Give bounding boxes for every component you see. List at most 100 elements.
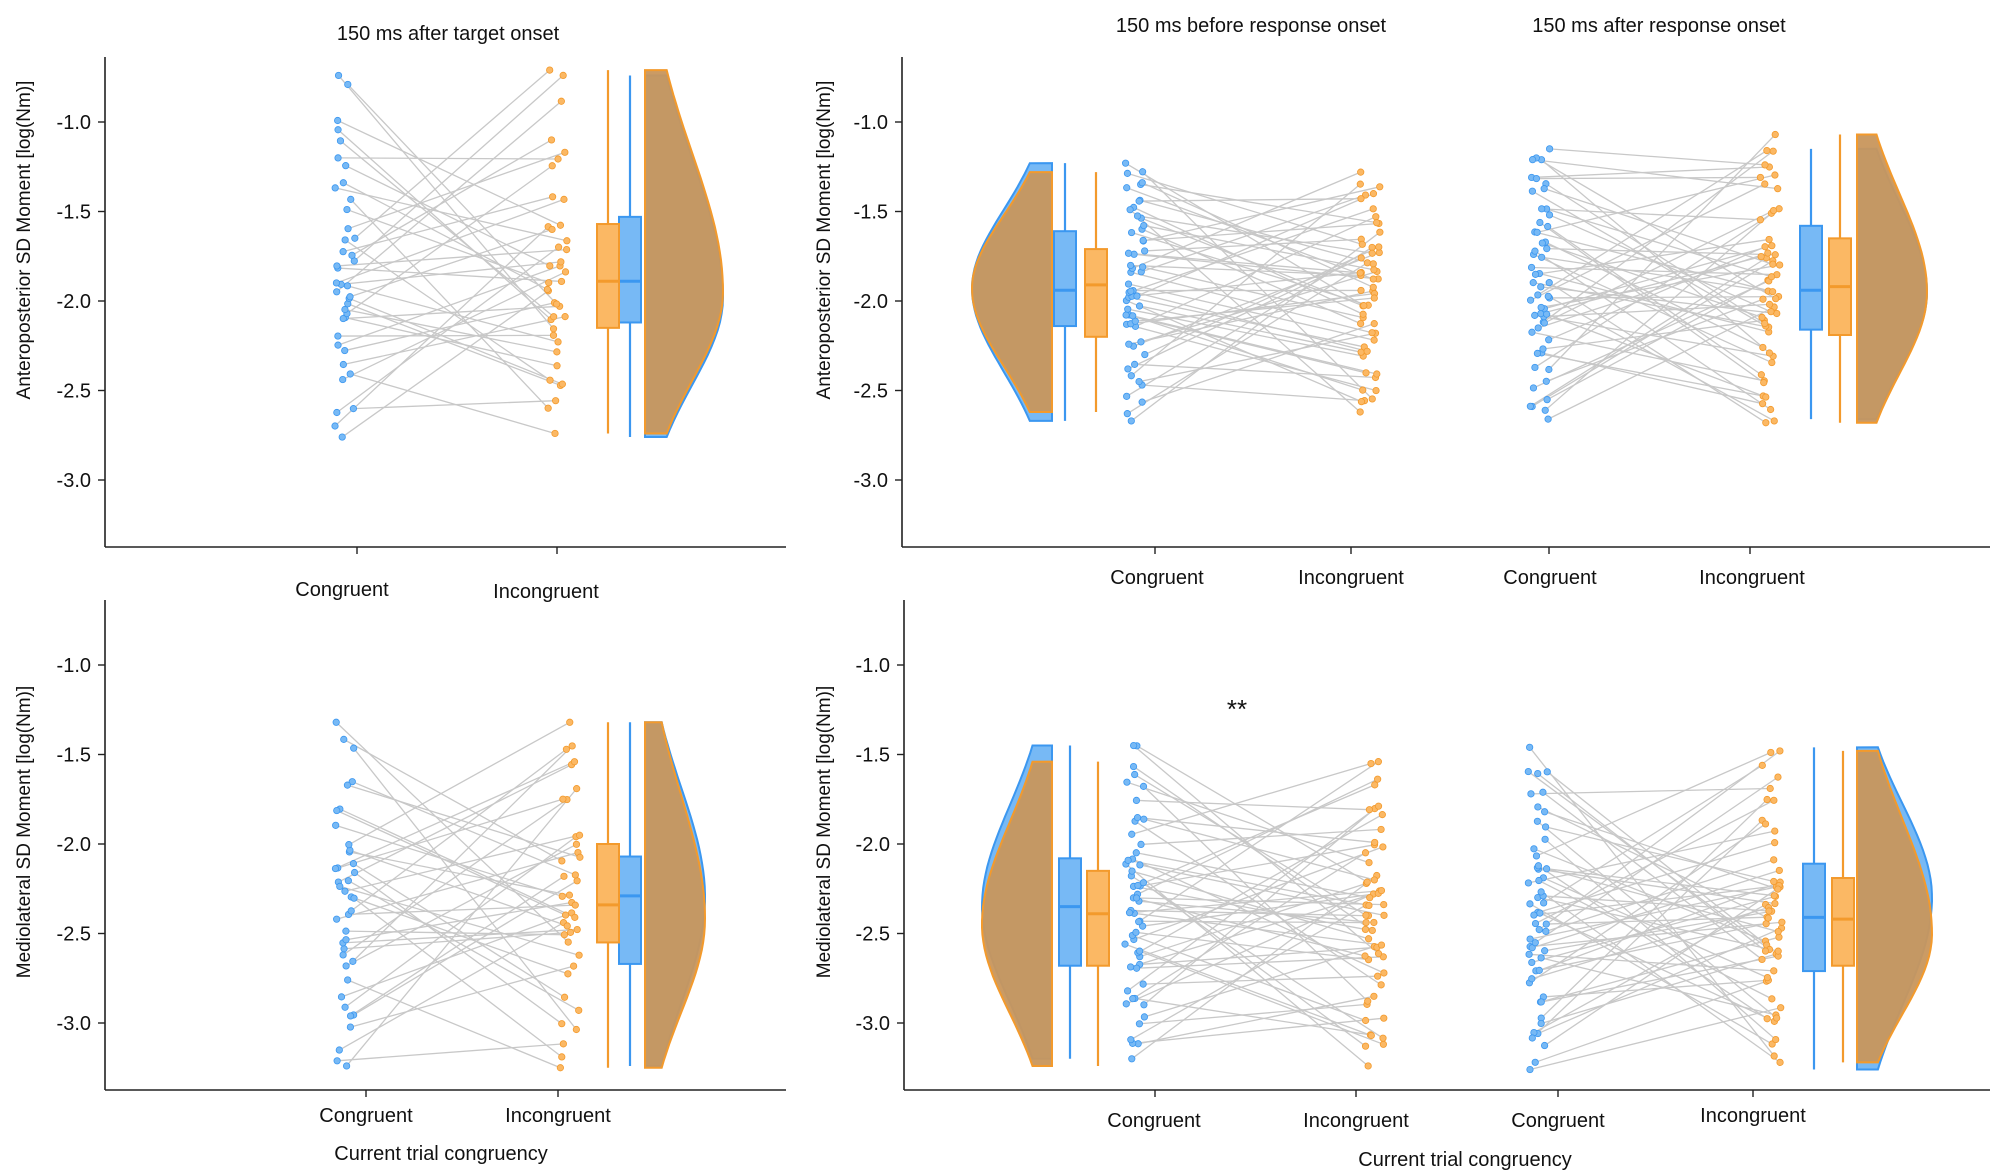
pair-line: [1534, 314, 1774, 357]
incongruent-point: [1756, 216, 1765, 224]
incongruent-point: [1765, 907, 1773, 915]
pair-line: [1132, 171, 1361, 269]
incongruent-point: [1768, 995, 1776, 1003]
pair-line: [1139, 199, 1374, 265]
congruent-point: [1542, 865, 1551, 873]
incongruent-point: [1378, 811, 1386, 819]
pair-line: [1536, 157, 1777, 300]
incongruent-point: [1772, 1035, 1780, 1044]
incongruent-point: [1369, 205, 1377, 213]
congruent-point: [341, 346, 349, 355]
pair-line: [345, 930, 565, 936]
incongruent-point: [564, 970, 572, 978]
incongruent-point: [1764, 914, 1772, 922]
congruent-point: [339, 179, 347, 187]
cat-label-incongruent-bottom-right-1: Incongruent: [1303, 1110, 1409, 1132]
pair-line: [1137, 814, 1383, 954]
pair-line: [1546, 247, 1776, 256]
pair-line: [1537, 773, 1766, 952]
congruent-point: [341, 236, 349, 244]
incongruent-point: [1761, 180, 1769, 188]
congruent-point: [1527, 790, 1535, 798]
congruent-point: [333, 915, 341, 923]
incongruent-point: [1365, 806, 1374, 814]
y-tick-label: -2.0: [57, 291, 91, 313]
pair-line: [1544, 212, 1772, 411]
pair-line: [1126, 781, 1370, 864]
pair-line: [1125, 863, 1369, 1067]
congruent-point: [1139, 922, 1147, 930]
incongruent-point: [1771, 827, 1779, 835]
pair-line: [1133, 251, 1380, 347]
pair-line: [1542, 242, 1763, 318]
congruent-point: [1540, 185, 1548, 193]
congruent-point: [343, 781, 352, 789]
pair-line: [338, 922, 564, 1051]
congruent-point: [344, 976, 352, 984]
congruent-point: [339, 951, 347, 959]
congruent-point: [1133, 212, 1142, 220]
incongruent-point: [548, 225, 556, 234]
pair-line: [1132, 1017, 1384, 1045]
cat-label-incongruent-top-right-2: Incongruent: [1699, 567, 1805, 589]
pair-line: [1141, 228, 1361, 325]
incongruent-point: [571, 871, 579, 879]
incongruent-point: [1763, 146, 1771, 155]
incongruent-point: [1772, 295, 1780, 303]
congruent-box: [1799, 224, 1823, 331]
incongruent-point: [1775, 866, 1783, 875]
congruent-point: [333, 806, 341, 815]
incongruent-point: [1765, 235, 1773, 244]
pair-line: [344, 834, 580, 892]
incongruent-point: [558, 1020, 566, 1028]
congruent-point: [333, 1057, 341, 1065]
incongruent-point: [1358, 240, 1366, 248]
incongruent-point: [1357, 168, 1365, 176]
pair-line: [348, 297, 563, 385]
pair-line: [1544, 811, 1779, 890]
congruent-point: [1528, 1034, 1536, 1042]
pair-line: [1530, 787, 1771, 795]
congruent-point: [1531, 939, 1539, 947]
congruent-point: [1127, 261, 1135, 270]
pair-line: [1537, 150, 1768, 296]
pair-line: [353, 880, 578, 1016]
pair-line: [1141, 384, 1365, 402]
incongruent-point: [1362, 918, 1370, 927]
incongruent-point: [559, 71, 567, 79]
pair-line: [339, 808, 576, 918]
incongruent-point: [1379, 843, 1387, 851]
congruent-point: [346, 1012, 355, 1020]
incongruent-violin: [1856, 133, 1929, 424]
incongruent-point: [566, 928, 575, 936]
pair-line: [1529, 746, 1775, 1057]
congruent-point: [1545, 336, 1553, 344]
incongruent-point: [1356, 408, 1364, 416]
incongruent-point: [571, 913, 579, 921]
congruent-point: [345, 841, 353, 849]
congruent-point: [1537, 283, 1545, 291]
incongruent-point: [1776, 747, 1784, 755]
pair-line: [1125, 314, 1367, 374]
pair-line: [1546, 279, 1769, 401]
incongruent-point: [1770, 417, 1778, 425]
window-0: [331, 718, 707, 1097]
pair-line: [341, 912, 572, 998]
incongruent-point: [1767, 308, 1775, 316]
incongruent-point: [1372, 386, 1380, 395]
congruent-point: [1543, 396, 1551, 404]
incongruent-point: [1377, 981, 1385, 989]
pair-line: [337, 267, 562, 283]
incongruent-point: [1357, 254, 1365, 262]
incongruent-point: [575, 951, 583, 959]
cat-label-congruent-top-right-1: Congruent: [1110, 567, 1204, 589]
incongruent-point: [1370, 294, 1378, 302]
pair-line: [1535, 923, 1767, 972]
congruent-point: [1532, 852, 1541, 860]
congruent-point: [351, 234, 359, 242]
pair-line: [1529, 953, 1774, 972]
incongruent-boxplot: [596, 722, 620, 1068]
congruent-point: [1126, 206, 1134, 214]
incongruent-point: [1763, 1015, 1771, 1023]
